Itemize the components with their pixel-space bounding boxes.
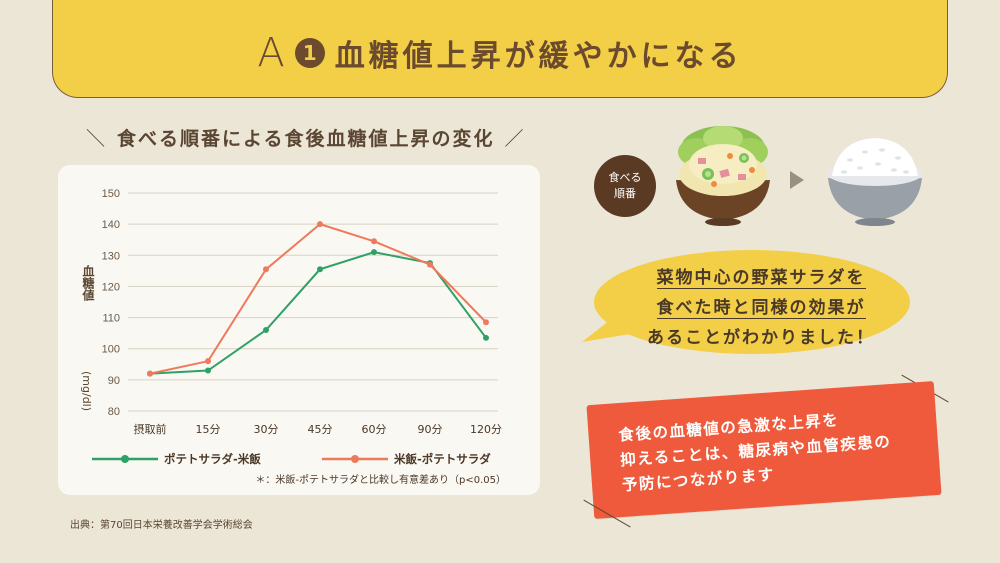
y-tick-label: 140 (102, 219, 120, 231)
y-tick-label: 120 (102, 281, 120, 293)
eating-order-line1: 食べる (608, 171, 642, 184)
legend-label-red: 米飯-ポテトサラダ (393, 452, 491, 466)
legend-marker-green (121, 455, 129, 463)
data-point (205, 358, 211, 365)
title-banner: A 1 血糖値上昇が緩やかになる (52, 0, 948, 98)
bubble-line1: 菜物中心の野菜サラダを (656, 268, 866, 289)
y-tick-label: 90 (108, 375, 120, 387)
y-axis-label: 血糖値 (81, 264, 95, 302)
data-point (371, 249, 377, 256)
x-tick-label: 15分 (196, 423, 221, 436)
arrow-icon (790, 171, 804, 189)
heading-slash-right: ／ (504, 128, 526, 150)
banner-number-badge: 1 (294, 37, 325, 68)
data-point (263, 327, 269, 334)
potato-salad-bowl-icon (676, 126, 770, 226)
series-line (149, 223, 487, 375)
bubble-line2: 食べた時と同様の効果が (656, 298, 866, 319)
x-tick-label: 60分 (362, 423, 387, 436)
data-point (483, 334, 489, 341)
chart-heading: ＼ 食べる順番による食後血糖値上昇の変化 ／ (76, 124, 535, 151)
x-tick-label: 摂取前 (134, 422, 167, 436)
y-axis-unit: (mg/dl) (80, 371, 93, 411)
source-citation: 出典：第70回日本栄養改善学会学術総会 (70, 520, 253, 531)
data-point (205, 367, 211, 374)
x-tick-label: 90分 (418, 423, 443, 436)
banner-letter: A (257, 30, 289, 76)
line-chart: 80 90 100 110 120 130 140 150 血糖値 (mg/dl) 摂取前 15分 30… (80, 188, 506, 486)
y-tick-label: 130 (102, 250, 120, 262)
x-tick-label: 30分 (254, 423, 279, 436)
data-point (371, 238, 377, 245)
heading-slash-left: ＼ (86, 128, 108, 150)
chart-heading-text: 食べる順番による食後血糖値上昇の変化 (117, 128, 495, 150)
data-point (483, 319, 489, 326)
y-tick-label: 150 (102, 188, 120, 200)
eating-order-line2: 順番 (614, 187, 636, 200)
rice-bowl-icon (828, 138, 922, 226)
x-tick-label: 120分 (470, 423, 502, 436)
eating-order-badge: 食べる 順番 (594, 155, 656, 217)
legend-marker-red (351, 455, 359, 463)
red-note-box: 食後の血糖値の急激な上昇を 抑えることは、糖尿病や血管疾患の 予防につながります (586, 381, 942, 519)
banner-title: 血糖値上昇が緩やかになる (334, 39, 743, 74)
data-point (317, 221, 323, 228)
y-tick-label: 100 (102, 344, 120, 356)
data-point (317, 266, 323, 273)
bubble-line3: あることがわかりました！ (647, 328, 875, 348)
banner-content: A 1 血糖値上昇が緩やかになる (53, 30, 947, 76)
y-tick-label: 80 (108, 406, 120, 418)
speech-bubble-text: 菜物中心の野菜サラダを 食べた時と同様の効果が あることがわかりました！ (616, 263, 906, 353)
x-tick-label: 45分 (308, 423, 333, 436)
y-tick-label: 110 (102, 313, 120, 325)
data-point (263, 266, 269, 273)
data-point (147, 370, 153, 377)
legend-label-green: ポテトサラダ-米飯 (164, 452, 261, 466)
significance-note: ＊：米飯-ポテトサラダと比較し有意差あり（p<0.05） (255, 473, 506, 486)
speech-bubble (582, 250, 910, 354)
chart-card (58, 165, 540, 495)
data-point (427, 261, 433, 268)
